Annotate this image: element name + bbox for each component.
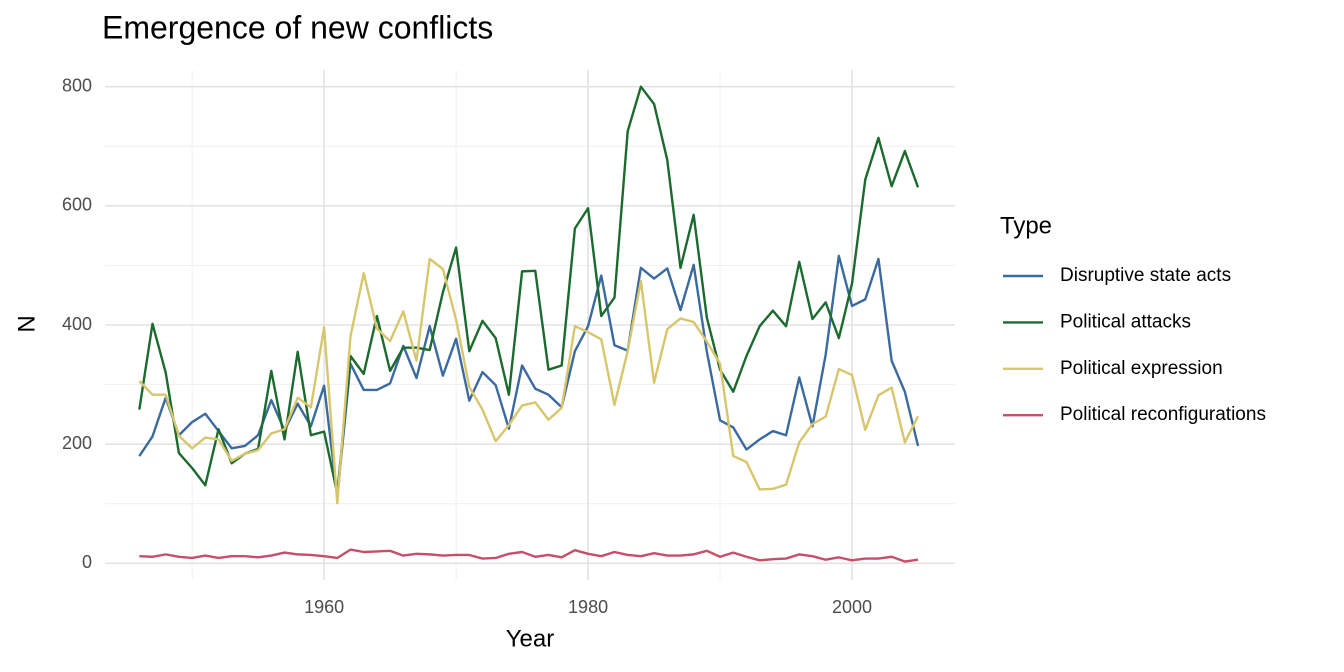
legend-label: Political attacks (1060, 311, 1191, 332)
legend-title: Type (1000, 212, 1052, 239)
line-series (139, 548, 919, 563)
y-axis-label: N (13, 315, 40, 332)
x-axis-label: Year (506, 625, 555, 652)
legend-label: Political expression (1060, 358, 1223, 379)
line-series (138, 257, 920, 505)
line-series (138, 254, 920, 498)
y-tick-label: 600 (62, 195, 92, 215)
line-series (138, 85, 920, 495)
chart-title: Emergence of new conflicts (102, 9, 493, 45)
x-tick-label: 1960 (304, 597, 344, 617)
y-tick-label: 800 (62, 75, 92, 95)
grid (105, 70, 955, 580)
y-tick-label: 200 (62, 433, 92, 453)
legend-label: Political reconfigurations (1060, 404, 1266, 425)
y-tick-label: 0 (82, 552, 92, 572)
x-tick-label: 1980 (568, 597, 608, 617)
x-tick-label: 2000 (832, 597, 872, 617)
y-tick-label: 400 (62, 314, 92, 334)
legend: Disruptive state acts Political attacks Po… (1003, 265, 1266, 425)
legend-label: Disruptive state acts (1060, 265, 1231, 286)
